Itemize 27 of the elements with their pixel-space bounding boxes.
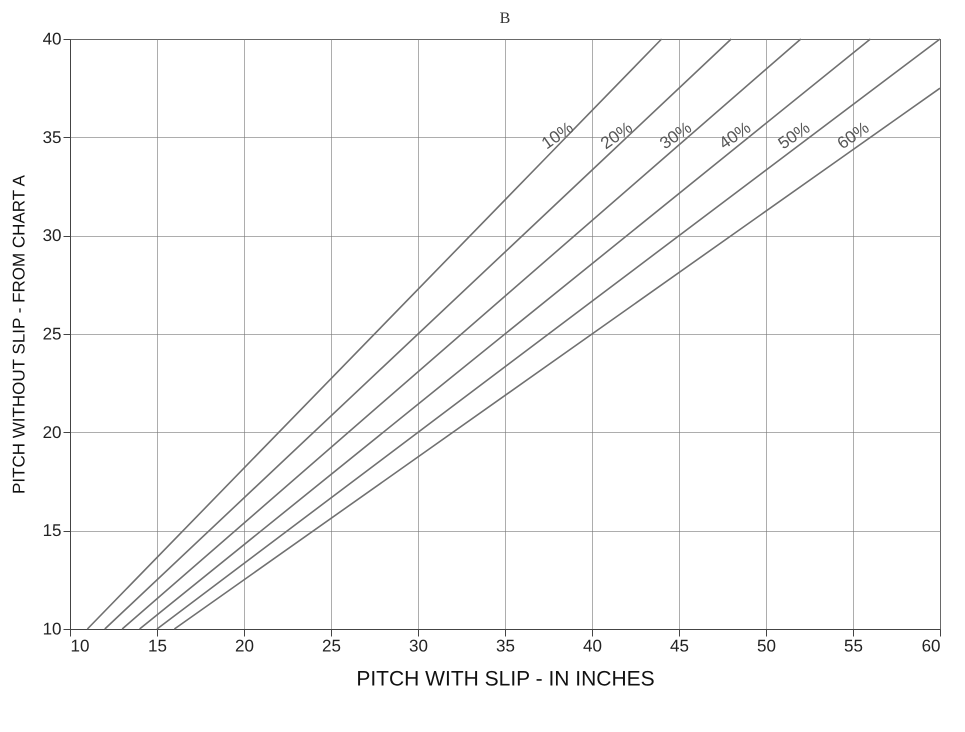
x-tick-label: 30 [409, 636, 428, 656]
y-tick-label: 25 [42, 324, 62, 344]
text: 10% [538, 118, 577, 154]
x-tick-label: 60 [922, 636, 940, 656]
x-tick-label: 10 [70, 636, 90, 656]
y-tick-label: 20 [42, 422, 62, 442]
x-tick-label: 20 [235, 636, 254, 656]
x-tick-label: 55 [844, 636, 863, 656]
y-tick-label: 15 [42, 521, 62, 540]
x-tick-label: 50 [757, 636, 776, 656]
y-tick-label: 35 [42, 128, 62, 147]
text: 30% [656, 118, 696, 154]
x-tick-label: 25 [322, 636, 341, 656]
y-tick-label: 30 [42, 226, 62, 246]
y-axis-title: PITCH WITHOUT SLIP - FROM CHART A [10, 174, 29, 494]
x-tick-label: 35 [496, 636, 515, 656]
x-tick-label: 15 [148, 636, 167, 656]
text: 60% [834, 118, 873, 154]
text: 20% [597, 118, 636, 154]
text: 50% [774, 118, 814, 154]
y-tick-label: 40 [42, 30, 62, 48]
chart-title: B [500, 10, 510, 27]
x-tick-label: 40 [583, 636, 602, 656]
text: 40% [715, 118, 754, 154]
y-tick-label: 10 [42, 620, 62, 638]
x-tick-label: 45 [670, 636, 689, 656]
x-axis-title: PITCH WITH SLIP - IN INCHES [356, 668, 655, 690]
